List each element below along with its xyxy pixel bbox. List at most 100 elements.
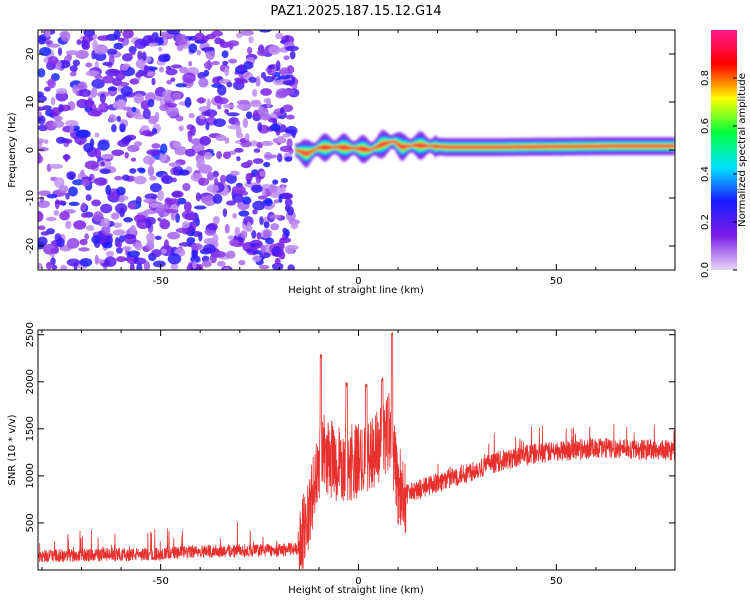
noise-blob [183,201,192,212]
noise-blob [216,150,222,159]
noise-blob [162,89,175,101]
noise-blob [196,158,205,168]
noise-blob [259,30,272,33]
colorbar-ticks: 0.0 0.2 0.4 0.6 0.8 [700,70,737,278]
noise-blob [159,152,167,163]
noise-blob [225,173,237,184]
noise-blob [138,168,146,174]
noise-blob [146,149,160,156]
noise-blob [116,115,122,122]
noise-blob [212,193,223,204]
noise-blob [140,100,150,110]
noise-blob [206,184,219,193]
noise-blob [99,93,106,104]
noise-blob [213,250,226,258]
noise-blob [72,179,85,186]
noise-blob [134,242,143,251]
noise-blob [76,98,90,109]
noise-blob [157,217,162,222]
noise-blob [166,79,173,85]
noise-blob [190,255,201,264]
noise-blob [47,43,61,48]
spectrogram-y-tick-label: -10 [25,190,36,206]
noise-blob [229,42,234,50]
noise-blob [93,211,104,222]
noise-blob [149,175,157,181]
noise-blob [238,259,246,266]
noise-blob [285,45,299,52]
noise-blob [279,145,293,152]
noise-blob [85,225,95,232]
noise-blob [194,39,207,44]
noise-blob [236,99,250,105]
noise-blob [69,65,78,72]
noise-blob [291,84,298,90]
noise-blob [195,192,201,202]
noise-blob [258,264,270,270]
noise-blob [196,97,207,104]
noise-blob [184,148,196,157]
noise-blob [142,108,151,120]
noise-blob [282,104,294,113]
noise-blob [105,250,115,257]
noise-blob [134,38,148,50]
noise-blob [91,78,105,89]
noise-blob [175,227,188,234]
noise-blob [223,103,235,109]
noise-blob [252,200,266,211]
noise-blob [94,132,100,138]
noise-blob [268,45,281,55]
noise-blob [168,162,182,168]
noise-blob [181,221,190,229]
noise-blob [39,46,52,57]
noise-blob [213,177,219,186]
noise-blob [114,175,123,181]
noise-blob [80,169,85,178]
noise-blob [232,213,238,219]
noise-blob [159,143,168,155]
noise-blob [268,185,278,193]
noise-blob [105,184,112,196]
noise-blob [91,235,101,244]
noise-blob [85,70,100,77]
noise-blob [281,192,293,200]
noise-blob [159,104,169,112]
noise-blob [259,216,264,226]
noise-blob [104,256,117,267]
noise-blob [271,262,284,270]
noise-blob [133,175,147,185]
noise-blob [110,212,120,220]
noise-blob [211,83,223,88]
noise-blob [182,182,191,192]
noise-blob [249,100,262,108]
noise-blob [276,153,283,163]
noise-blob [45,216,57,222]
noise-blob [133,114,146,120]
noise-blob [178,125,184,132]
noise-blob [263,161,271,168]
spectrogram-x-axis-label: Height of straight line (km) [288,285,424,296]
noise-blob [205,33,216,40]
noise-blob [38,225,46,231]
noise-blob [166,30,181,35]
noise-blob [209,112,215,119]
noise-blob [157,190,164,202]
signal-band-layer [295,140,675,156]
noise-blob [170,262,179,270]
noise-blob [146,240,155,251]
noise-blob [197,177,210,186]
noise-blob [244,133,250,141]
noise-blob [73,220,87,230]
noise-blob [131,106,137,113]
noise-blob [65,120,79,127]
noise-blob [201,260,212,268]
noise-blob [107,86,118,91]
noise-blob [175,115,184,122]
noise-blob [280,185,286,194]
noise-blob [178,169,190,176]
noise-blob [284,244,295,255]
noise-blob [252,158,264,164]
noise-blob [115,203,128,214]
